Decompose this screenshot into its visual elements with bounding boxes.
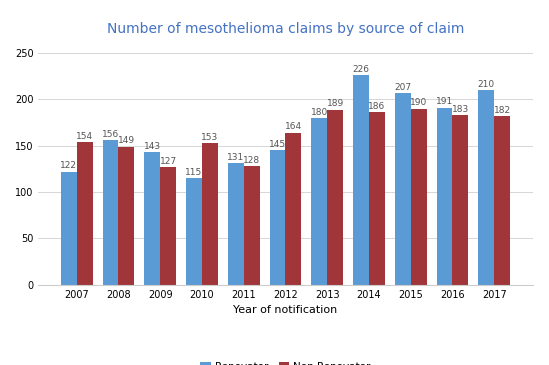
Bar [228, 163, 244, 285]
Text: 180: 180 [311, 108, 328, 116]
Text: 127: 127 [160, 157, 177, 166]
Text: 156: 156 [102, 130, 119, 139]
X-axis label: Year of notification: Year of notification [233, 305, 338, 315]
Text: 128: 128 [243, 156, 260, 165]
Text: 191: 191 [436, 97, 453, 106]
Bar [353, 75, 369, 285]
Bar [244, 166, 260, 285]
Bar [144, 152, 160, 285]
Bar [311, 118, 327, 285]
Bar [202, 143, 218, 285]
Text: 131: 131 [227, 153, 244, 162]
Legend: Renovator, Non Renovator: Renovator, Non Renovator [196, 357, 375, 365]
Bar [61, 172, 77, 285]
Text: 182: 182 [494, 106, 511, 115]
Text: 183: 183 [452, 105, 469, 114]
Text: 207: 207 [394, 82, 411, 92]
Bar [327, 110, 343, 285]
Bar [270, 150, 285, 285]
Bar [411, 109, 427, 285]
Bar [494, 116, 510, 285]
Bar [103, 140, 119, 285]
Bar [160, 167, 176, 285]
Bar [452, 115, 468, 285]
Bar [436, 108, 452, 285]
Bar [478, 90, 494, 285]
Text: 190: 190 [410, 98, 427, 107]
Text: 153: 153 [201, 132, 219, 142]
Text: 189: 189 [327, 99, 344, 108]
Bar [285, 133, 301, 285]
Text: 186: 186 [368, 102, 385, 111]
Text: 145: 145 [269, 140, 286, 149]
Bar [119, 147, 135, 285]
Text: 154: 154 [76, 132, 93, 141]
Bar [186, 178, 202, 285]
Text: 210: 210 [478, 80, 495, 89]
Title: Number of mesothelioma claims by source of claim: Number of mesothelioma claims by source … [107, 22, 464, 36]
Bar [77, 142, 93, 285]
Bar [395, 93, 411, 285]
Text: 149: 149 [118, 136, 135, 145]
Bar [369, 112, 385, 285]
Text: 143: 143 [144, 142, 161, 151]
Text: 164: 164 [285, 122, 302, 131]
Text: 122: 122 [60, 161, 77, 170]
Text: 226: 226 [352, 65, 369, 74]
Text: 115: 115 [186, 168, 203, 177]
